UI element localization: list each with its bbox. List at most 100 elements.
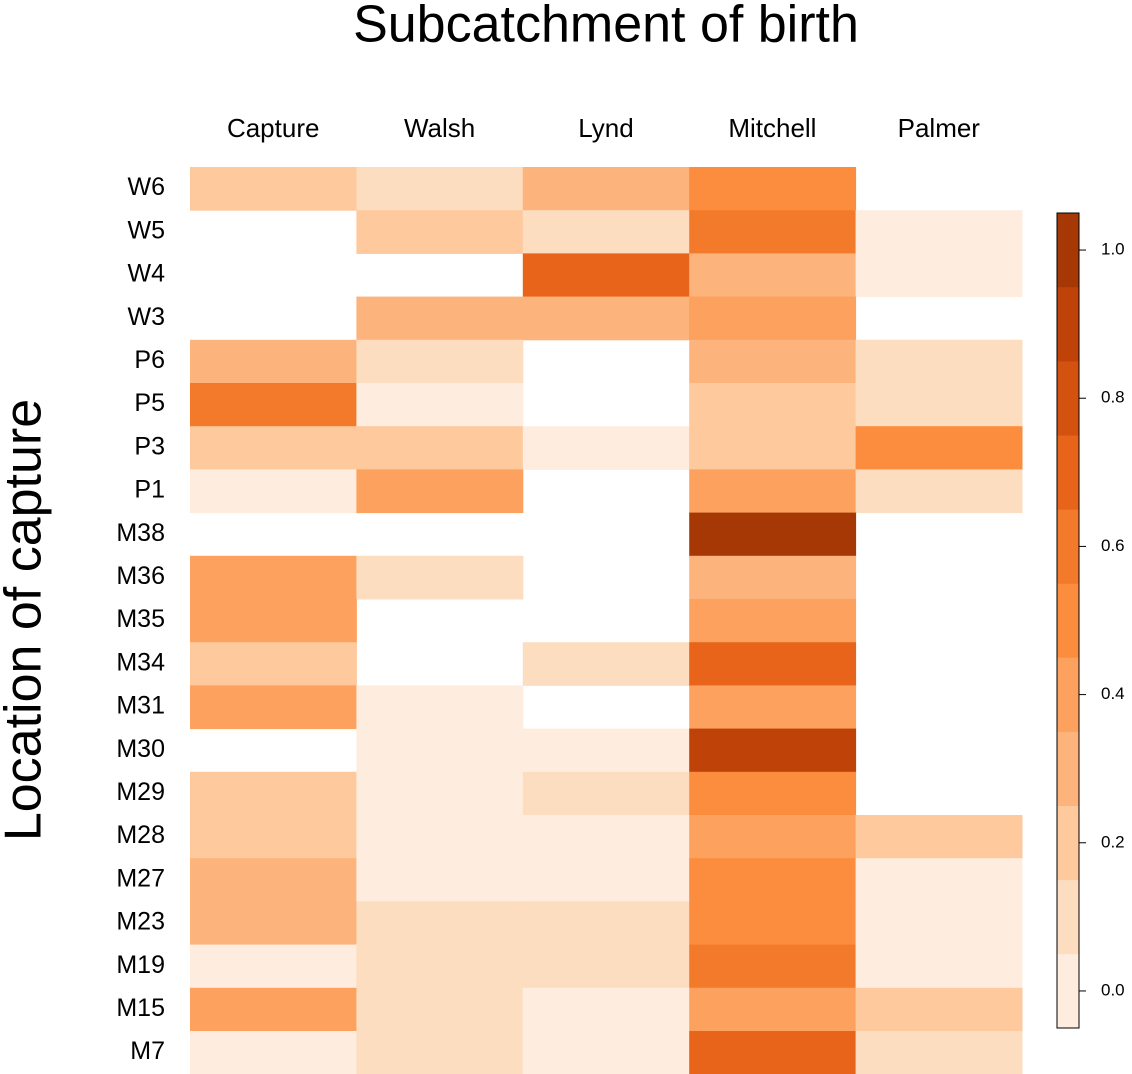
row-label: P5 [134,389,165,417]
heat-cell [190,987,357,1032]
heat-cell [689,512,857,557]
colorbar-segment [1057,805,1079,881]
heat-cell [855,815,1023,859]
row-label: P1 [134,476,165,504]
heat-cell [689,296,857,341]
column-label: Mitchell [728,113,816,143]
heat-cell [689,426,857,470]
heat-cell [689,944,857,989]
colorbar-segment [1057,953,1079,1029]
heat-cell [356,1031,524,1074]
heat-cell [190,339,357,384]
heat-cell [522,858,690,902]
row-label: P6 [134,346,165,374]
colorbar-frame [1056,212,1080,1029]
colorbar-tick-label: 0.2 [1101,832,1125,851]
row-label: M19 [116,951,165,979]
heat-cell [522,771,690,816]
row-label: M28 [116,821,165,849]
heat-cell [522,642,690,686]
heat-cell [190,815,357,859]
heat-cell [356,339,524,384]
row-label: W3 [128,303,166,331]
chart-title: Subcatchment of birth [353,0,859,54]
heat-cell [356,728,524,773]
heat-cell [522,167,690,211]
heat-cell [356,210,524,254]
heat-cell [356,383,524,427]
heat-cell [356,771,524,816]
heat-cell [689,815,857,859]
heat-cell [689,642,857,686]
heat-cell [356,469,524,514]
heat-cell [855,339,1023,384]
heat-cell [689,383,857,427]
heat-cell [190,771,357,816]
row-label: P3 [134,432,165,460]
heat-cell [356,426,524,470]
colorbar-segment [1057,213,1079,288]
colorbar-segment [1057,657,1079,732]
colorbar-segment [1057,435,1079,510]
heat-cell [855,944,1023,989]
heat-cell [689,599,857,643]
heat-cell [522,1031,690,1074]
heat-cell [689,167,857,211]
row-label: M35 [116,605,165,633]
heat-cell [522,728,690,773]
heat-cell [190,642,357,686]
heat-cell [855,901,1023,946]
row-label: M30 [116,735,165,763]
heat-cell [190,555,357,600]
colorbar-segment [1057,361,1079,436]
heat-cell [190,685,357,730]
heat-cell [190,426,357,470]
colorbar-segment [1057,509,1079,584]
colorbar-tick-label: 0.8 [1101,388,1125,407]
row-label: M34 [116,648,165,676]
heat-cell [855,987,1023,1032]
heat-cell [689,1031,857,1074]
heat-cell [522,253,690,298]
heat-cell [855,383,1023,427]
heat-cell [522,987,690,1032]
heat-cell [855,469,1023,514]
heat-cell [356,815,524,859]
heat-cell [689,858,857,902]
heat-cell [356,167,524,211]
heat-cell [356,901,524,946]
heat-cell [356,858,524,902]
heat-cell [522,210,690,254]
row-label: M31 [116,692,165,720]
colorbar-segment [1057,879,1079,955]
heat-cell [689,253,857,298]
column-label: Lynd [578,113,633,143]
heat-cell [522,426,690,470]
heat-cell [689,555,857,600]
row-label: W4 [128,260,166,288]
heat-cell [522,815,690,859]
column-label: Capture [227,113,320,143]
row-label: M29 [116,778,165,806]
row-label: M27 [116,864,165,892]
column-label: Walsh [404,113,475,143]
colorbar-tick-label: 1.0 [1101,240,1125,259]
colorbar-tick-label: 0.6 [1101,536,1125,555]
heat-cell [689,987,857,1032]
row-label: M15 [116,994,165,1022]
heat-cell [190,901,357,946]
heat-cell [356,555,524,600]
heat-cell [689,210,857,254]
heat-cell [855,210,1023,254]
heat-cell [855,426,1023,470]
heat-cell [190,1031,357,1074]
heat-cell [855,858,1023,902]
heat-cell [356,944,524,989]
heat-cell [689,728,857,773]
heat-cell [356,987,524,1032]
row-label: M7 [130,1037,165,1065]
heat-cell [522,944,690,989]
heat-cell [190,167,357,211]
heat-cell [855,1031,1023,1074]
